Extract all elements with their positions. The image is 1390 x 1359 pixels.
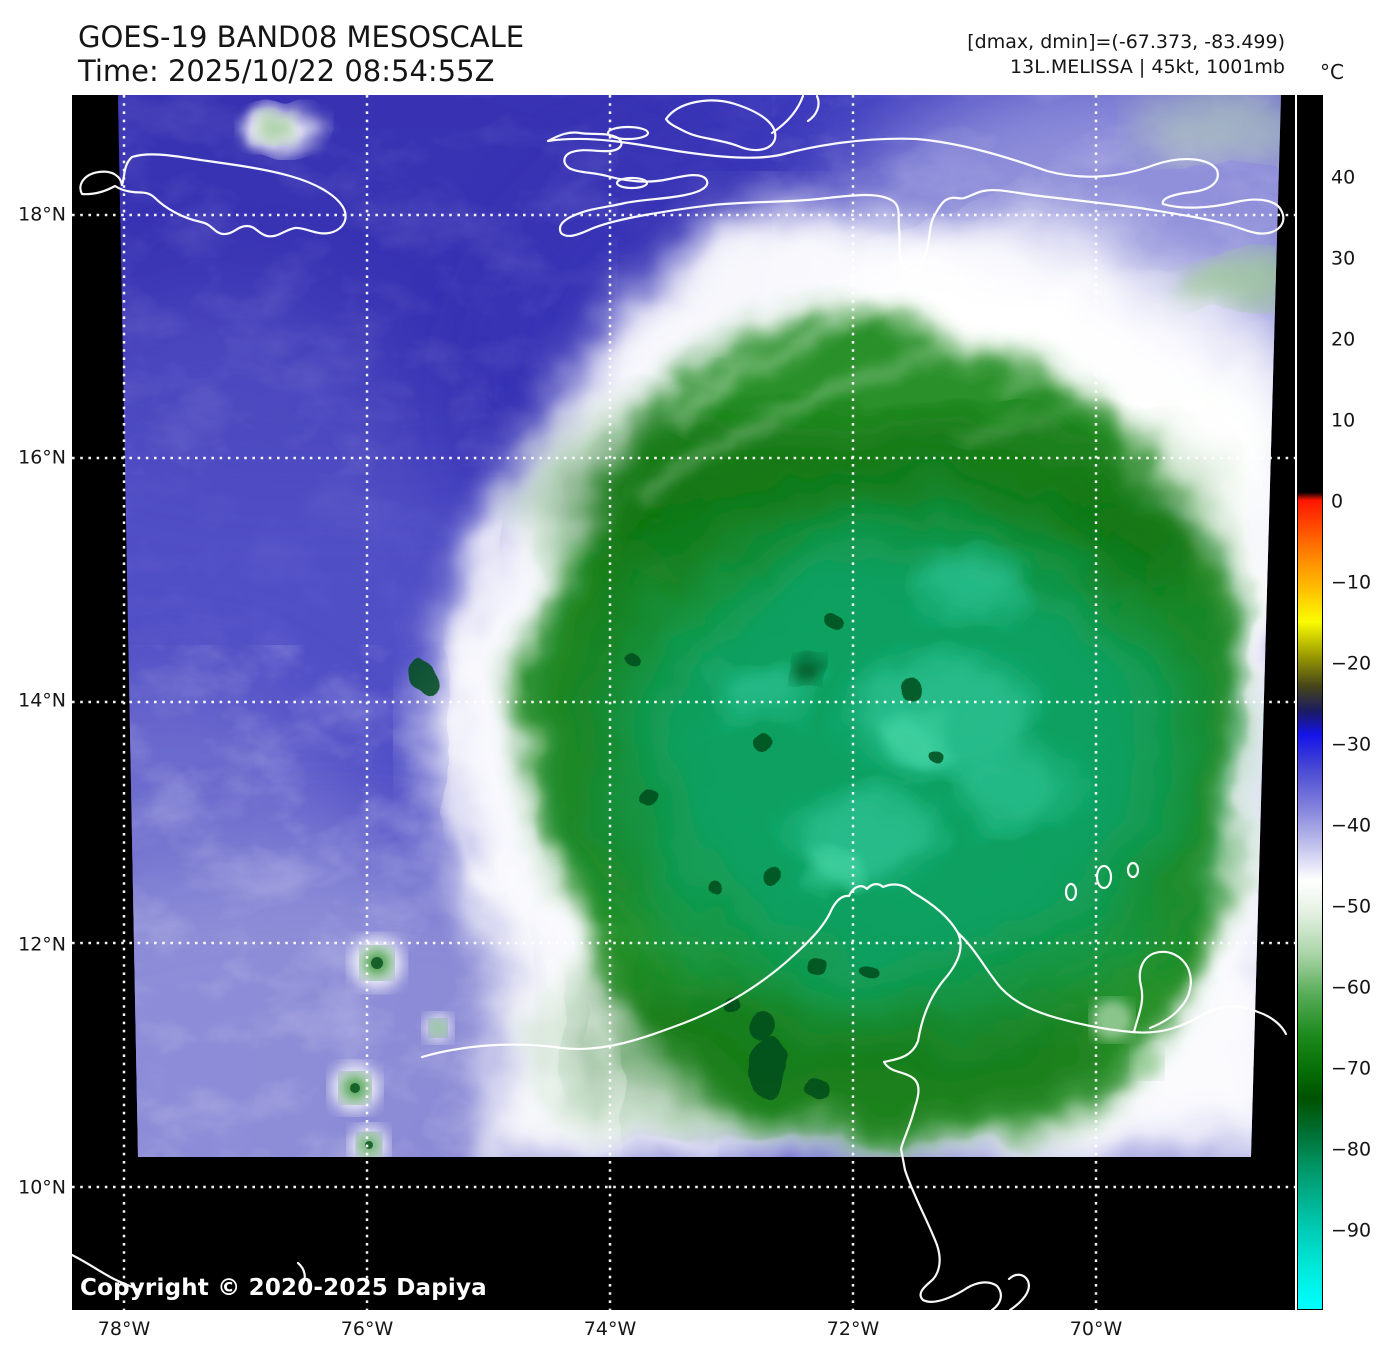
lat-tick-label: 16°N [18,446,66,469]
colorbar-tick-label: −70 [1331,1057,1372,1080]
coastline-nicaragua [72,1253,142,1293]
colorbar-tick-label: −10 [1331,571,1372,594]
coastlines [72,95,1288,1310]
coastline-cuba [664,99,777,152]
colorbar-tick-label: −20 [1331,652,1372,675]
lon-tick-label: 72°W [826,1318,880,1340]
coastline-colombia-fragment [1007,1273,1030,1310]
page-title: GOES-19 BAND08 MESOSCALE [78,20,525,54]
coastline-paraguana [1132,950,1192,1034]
coastline-gonave-island [615,176,649,190]
colorbar-tick-label: 0 [1331,490,1344,513]
colorbar-tick-label: 40 [1331,166,1356,189]
colorbar-tick-label: −80 [1331,1138,1372,1161]
lon-tick-label: 78°W [97,1318,151,1340]
colorbar-tick-label: −30 [1331,733,1372,756]
timestamp: Time: 2025/10/22 08:54:55Z [78,54,495,88]
colorbar-unit-label: °C [1320,60,1344,84]
lat-tick-label: 18°N [18,203,66,226]
lat-tick-label: 10°N [18,1176,66,1199]
satellite-data-region [118,95,1281,1157]
colorbar-tick-label: 20 [1331,328,1356,351]
lat-tick-label: 14°N [18,689,66,712]
convective-cells [331,937,1162,1157]
coastline-venezuela [956,931,1288,1036]
colorbar-tick-label: 10 [1331,409,1356,432]
satellite-scene [72,95,1295,1310]
colorbar-tick-label: −90 [1331,1219,1372,1242]
coastline-island-bonaire [1126,861,1140,879]
colorbar-tick-label: 30 [1331,247,1356,270]
colorbar-tick-label: −50 [1331,895,1372,918]
coastline-cuba-north [770,95,820,135]
lon-tick-label: 76°W [340,1318,394,1340]
coastline-jamaica [79,153,347,238]
coastline-south-america [420,883,1002,1310]
coastline-tortuga-island [606,125,650,141]
storm-banding-wisps [444,260,1217,1151]
lat-tick-label: 12°N [18,933,66,956]
coastline-island-curacao [1095,864,1113,890]
storm-info-annotation: 13L.MELISSA | 45kt, 1001mb [1010,56,1285,78]
cold-overshoot-spots [406,618,945,1104]
copyright-watermark: Copyright © 2020-2025 Dapiya [80,1275,487,1301]
coastline-hispaniola [546,131,1285,271]
colorbar [1297,95,1323,1310]
latlon-gridlines [72,95,1295,1310]
coastline-uraba-fragment [296,1261,306,1287]
storm-cloud-mass [430,205,1281,1157]
coastline-island-aruba [1064,882,1078,902]
colorbar-tick-label: −60 [1331,976,1372,999]
dmax-dmin-annotation: [dmax, dmin]=(-67.373, -83.499) [967,31,1285,53]
lon-tick-label: 70°W [1069,1318,1123,1340]
lon-tick-label: 74°W [583,1318,637,1340]
map-plot-area: Copyright © 2020-2025 Dapiya [72,95,1295,1310]
colorbar-tick-label: −40 [1331,814,1372,837]
